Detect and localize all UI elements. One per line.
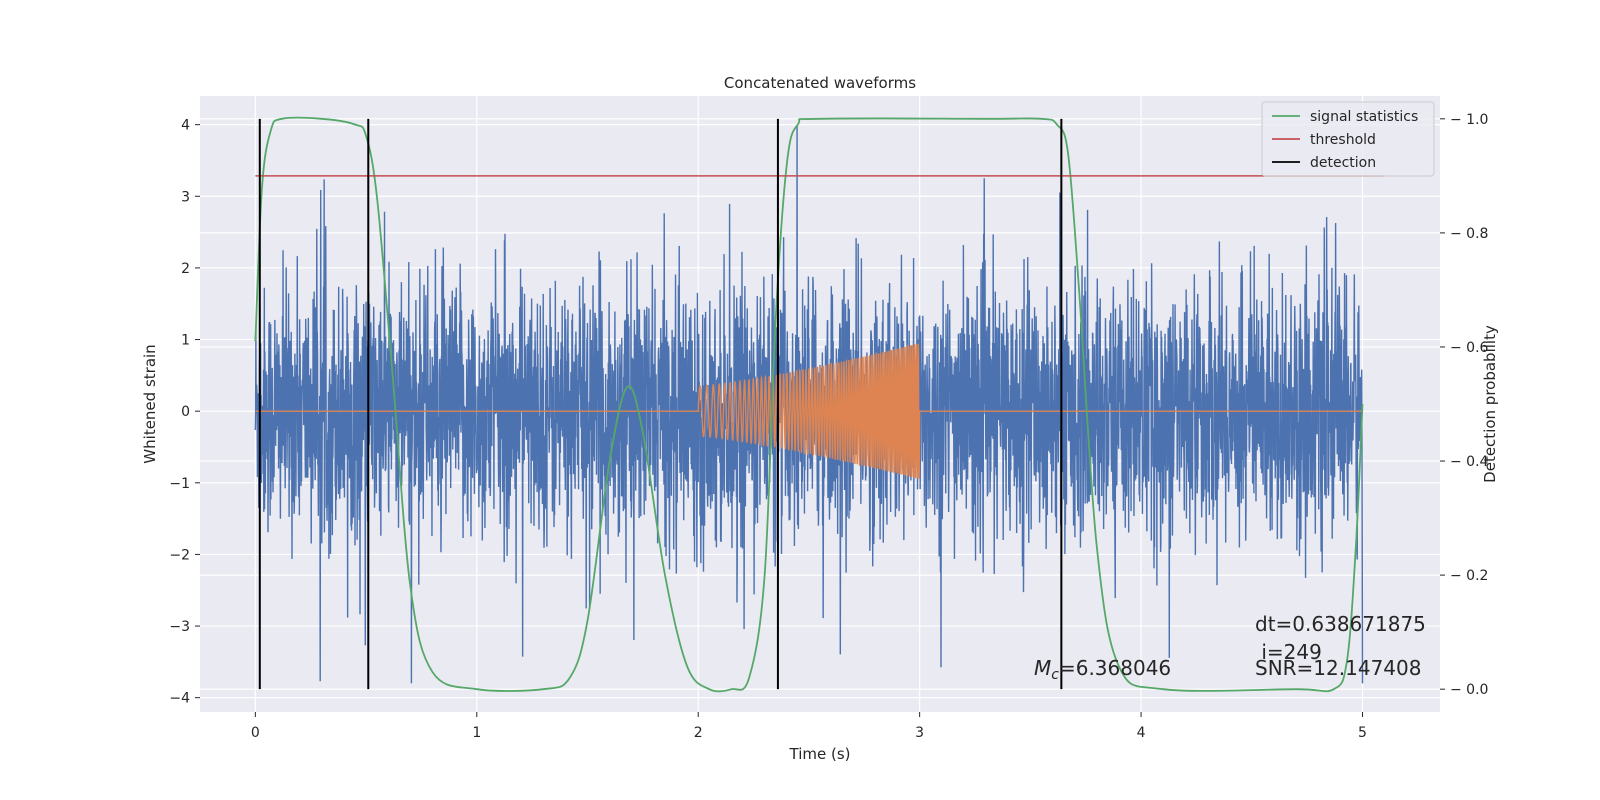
y2-tick-label: − 0.0 — [1450, 682, 1488, 698]
chirp-mass-value: =6.368046 — [1059, 656, 1171, 680]
grid-lines — [200, 96, 1440, 712]
x-tick-label: 5 — [1358, 725, 1367, 741]
annotation-i: i=249 — [1255, 640, 1322, 664]
x-tick-label: 0 — [251, 725, 260, 741]
y-tick-label: −1 — [169, 476, 190, 492]
data-layer — [254, 116, 1385, 693]
legend-label-threshold: threshold — [1310, 132, 1376, 148]
y2-tick-label: − 0.6 — [1450, 340, 1489, 356]
x-axis-label: Time (s) — [789, 745, 851, 763]
legend-label-detection: detection — [1310, 155, 1376, 171]
x-tick-label: 3 — [915, 725, 924, 741]
x-tick-label: 2 — [694, 725, 703, 741]
y-tick-label: 2 — [181, 261, 190, 277]
annotation-snr: SNR=12.147408 — [1255, 656, 1421, 680]
y-tick-label: 1 — [181, 333, 190, 349]
y2-tick-label: − 0.4 — [1450, 454, 1489, 470]
legend-box — [1261, 101, 1435, 177]
series-whitened-strain — [254, 124, 1364, 684]
y-tick-label: −3 — [169, 619, 190, 635]
x-axis-ticks: 0 1 2 3 4 5 — [251, 712, 1367, 741]
annotation-dt: dt=0.638671875 — [1255, 612, 1426, 636]
chirp-mass-symbol: M — [1034, 656, 1051, 680]
legend-label-signal-statistics: signal statistics — [1310, 109, 1418, 125]
chirp-mass-subscript: c — [1051, 667, 1059, 683]
annotation-chirp-mass: Mc=6.368046 — [1034, 656, 1171, 683]
y-tick-label: 3 — [181, 189, 190, 205]
y-tick-label: 0 — [181, 404, 190, 420]
x-tick-label: 4 — [1137, 725, 1146, 741]
x-tick-label: 1 — [472, 725, 481, 741]
chart-title: Concatenated waveforms — [724, 74, 916, 92]
y-tick-label: −2 — [169, 547, 190, 563]
y2-tick-label: − 0.2 — [1450, 568, 1488, 584]
y2-tick-label: − 0.8 — [1450, 226, 1488, 242]
y2-axis-label: Detection probability — [1481, 325, 1499, 483]
y-tick-label: −4 — [169, 691, 190, 707]
series-signal-statistics — [254, 116, 1364, 693]
series-injected-waveform — [255, 343, 1363, 479]
y-axis-left-ticks: −4 −3 −2 −1 0 1 2 3 4 — [169, 118, 200, 707]
y-axis-label: Whitened strain — [141, 344, 159, 463]
y-axis-right-ticks: − 0.0 − 0.2 − 0.4 − 0.6 − 0.8 − 1.0 — [1440, 112, 1489, 698]
y-tick-label: 4 — [181, 118, 190, 134]
legend: signal statistics threshold detection — [1261, 101, 1435, 177]
y2-tick-label: − 1.0 — [1450, 112, 1488, 128]
